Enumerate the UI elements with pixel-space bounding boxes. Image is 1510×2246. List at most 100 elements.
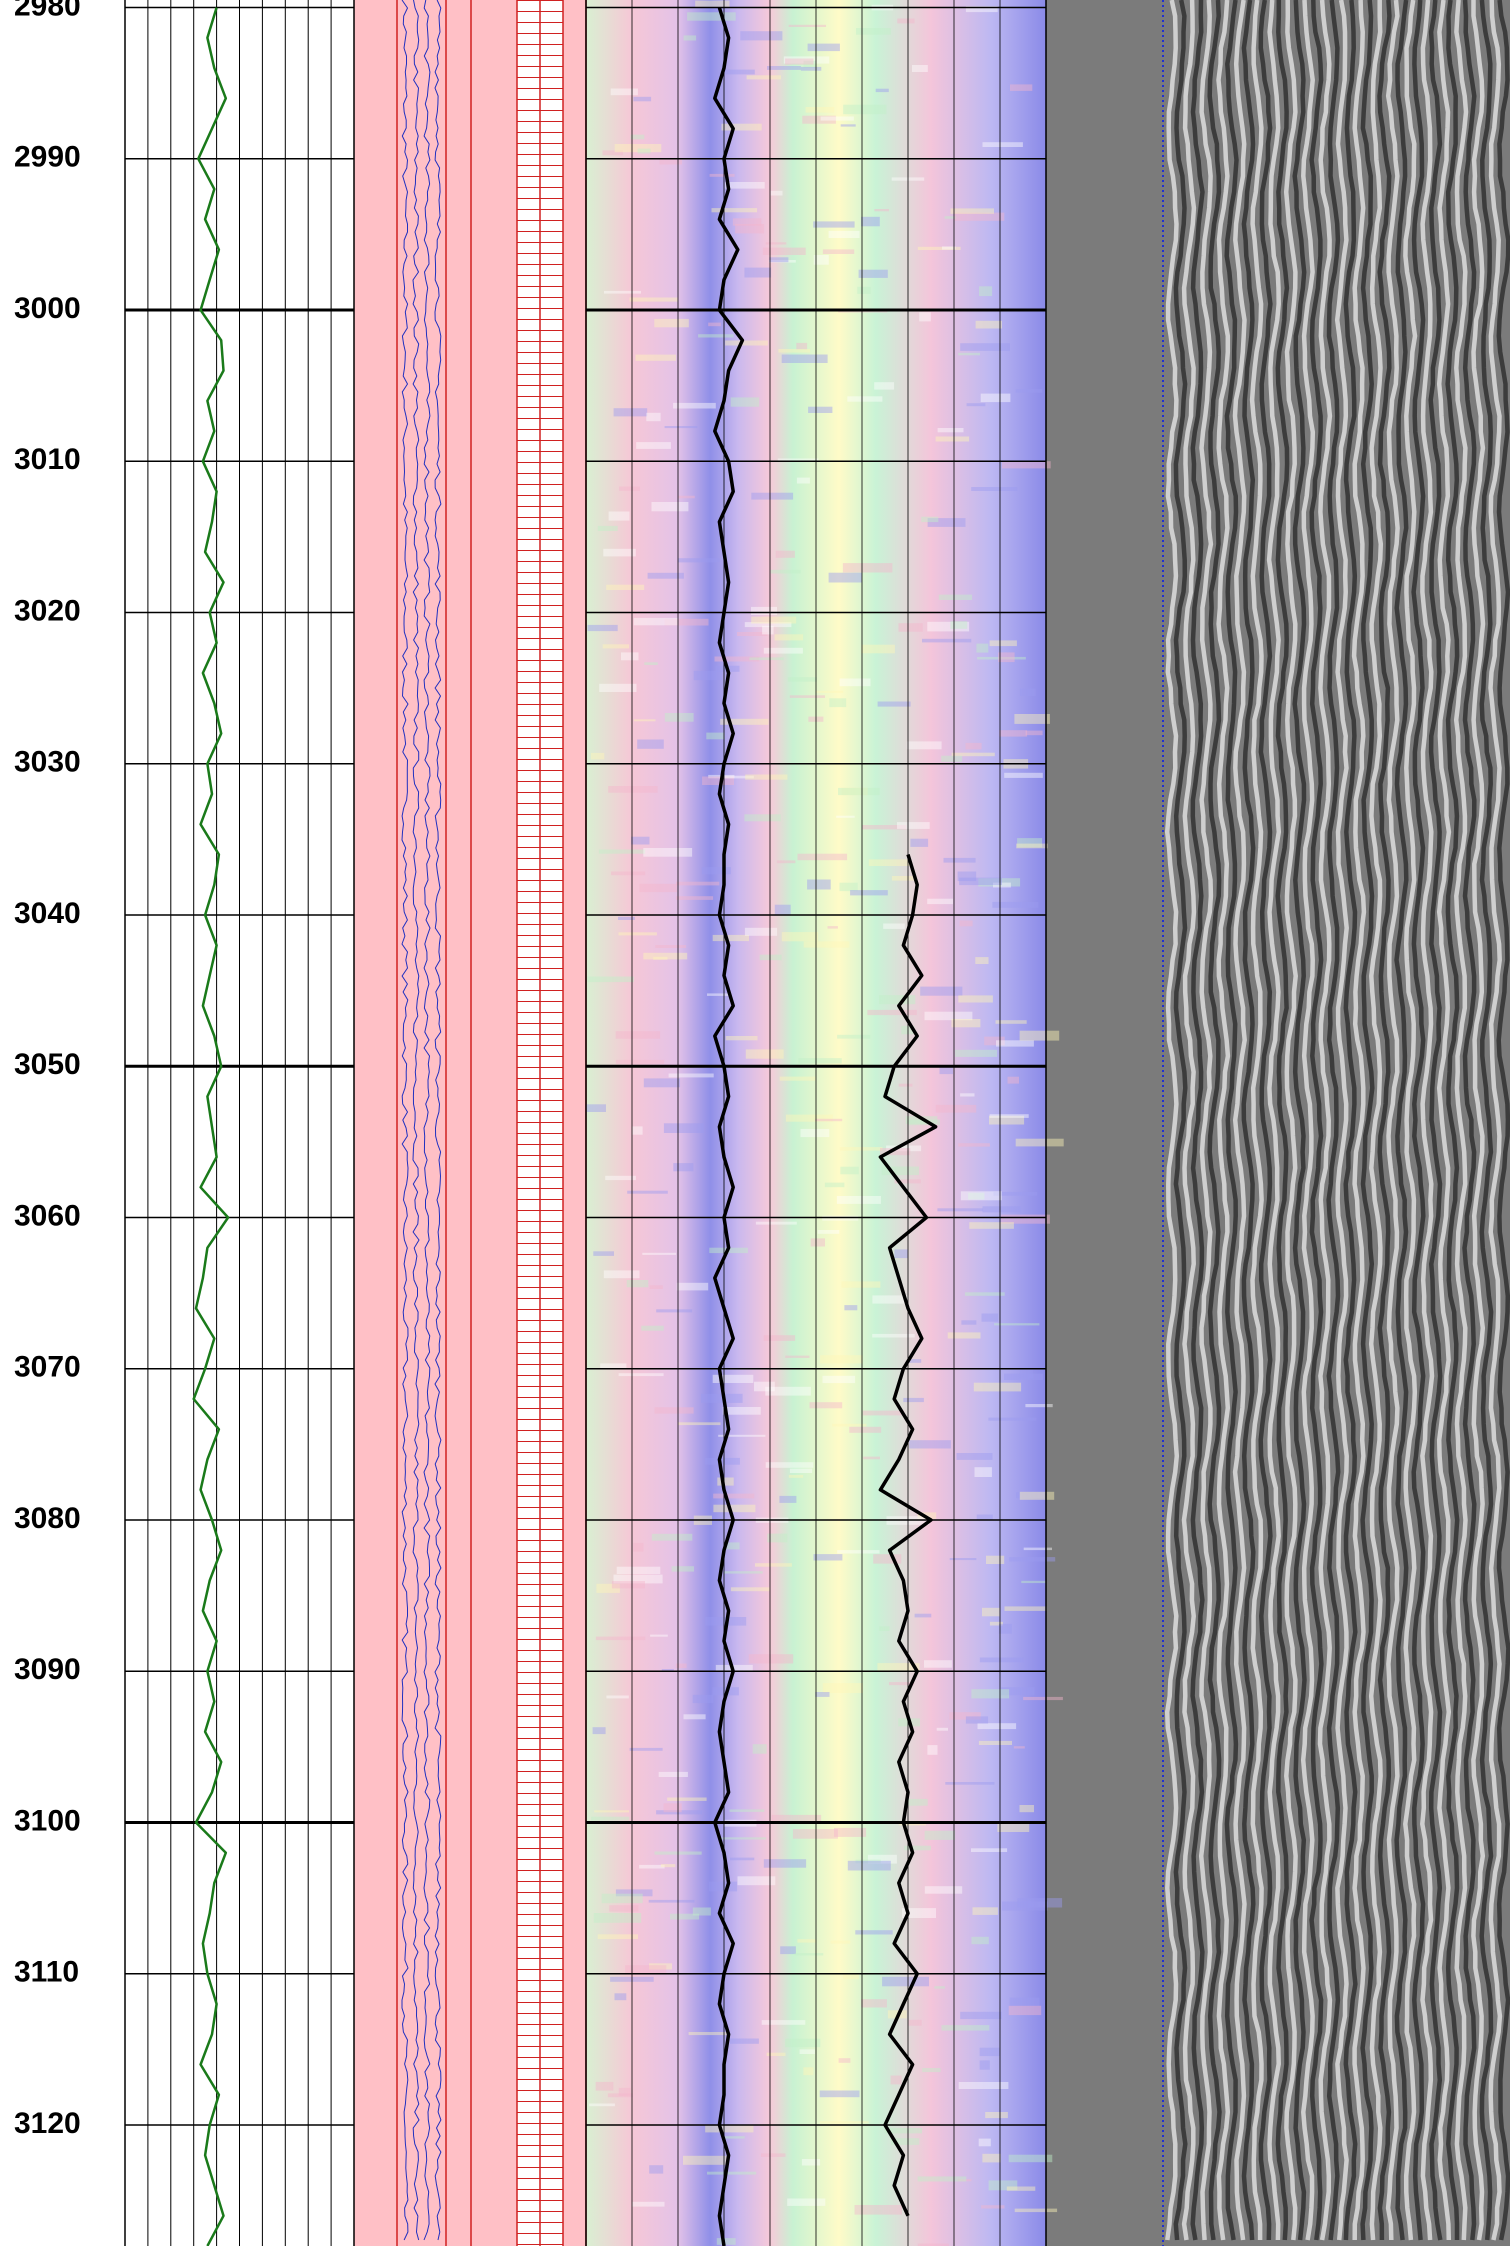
image-texture: [969, 1222, 1014, 1229]
seismic-stripe: [1462, 0, 1477, 2241]
image-texture: [944, 216, 957, 219]
seismic-stripe: [1283, 0, 1298, 2241]
image-texture: [761, 2153, 786, 2157]
image-texture: [800, 66, 822, 71]
image-texture: [755, 1221, 797, 1225]
depth-label: 3010: [14, 443, 81, 476]
image-texture: [830, 1940, 851, 1944]
image-texture: [610, 88, 638, 96]
image-texture: [706, 732, 725, 740]
image-texture: [822, 249, 855, 254]
seismic-stripe: [1479, 0, 1494, 2241]
image-texture: [675, 896, 714, 900]
depth-label: 2980: [14, 0, 81, 22]
image-texture: [978, 2138, 991, 2147]
image-texture: [1000, 1214, 1050, 1224]
image-texture: [891, 876, 916, 881]
depth-label: 3030: [14, 746, 81, 779]
image-texture: [768, 260, 796, 263]
seismic-stripe: [1198, 0, 1214, 2241]
image-texture: [779, 1495, 797, 1503]
image-texture: [656, 1810, 703, 1815]
image-texture: [978, 1740, 1012, 1745]
image-texture: [1014, 714, 1050, 724]
image-texture: [803, 2067, 814, 2076]
image-texture: [593, 1913, 642, 1923]
image-texture: [971, 1848, 1008, 1852]
image-texture: [596, 1583, 620, 1593]
image-texture: [1016, 1492, 1045, 1499]
image-texture: [943, 857, 976, 863]
image-texture: [643, 1078, 681, 1088]
image-texture: [960, 1093, 975, 1097]
image-texture: [1021, 1580, 1046, 1584]
image-texture: [906, 1798, 928, 1806]
image-texture: [605, 1175, 636, 1181]
image-texture: [877, 701, 911, 707]
image-texture: [861, 216, 880, 227]
image-texture: [1017, 838, 1043, 848]
image-texture: [959, 920, 973, 927]
image-texture: [614, 1993, 627, 2001]
image-texture: [979, 1657, 1024, 1663]
image-texture: [717, 1477, 734, 1486]
image-texture: [917, 2243, 949, 2246]
image-texture: [688, 2032, 729, 2036]
image-texture: [630, 134, 645, 140]
image-texture: [968, 1192, 985, 1200]
image-texture: [1001, 1687, 1035, 1696]
image-texture: [1004, 1606, 1047, 1611]
image-texture: [957, 2179, 972, 2182]
image-texture: [973, 1382, 1022, 1392]
image-texture: [654, 1407, 694, 1414]
image-texture: [810, 1238, 825, 1247]
image-texture: [633, 617, 678, 626]
image-texture: [643, 952, 688, 960]
image-texture: [1015, 389, 1043, 393]
seismic-stripe: [1292, 0, 1307, 2241]
image-texture: [649, 2165, 664, 2174]
image-texture: [629, 1747, 663, 1751]
image-texture: [735, 224, 765, 234]
image-texture: [785, 1114, 833, 1122]
image-texture: [776, 860, 796, 864]
image-texture: [938, 594, 973, 600]
image-texture: [965, 6, 998, 13]
image-texture: [788, 1474, 804, 1478]
seismic-stripe: [1300, 0, 1316, 2241]
seismic-stripe: [1317, 0, 1333, 2241]
image-texture: [951, 752, 995, 757]
image-texture: [924, 1830, 956, 1840]
image-texture: [873, 1554, 902, 1564]
image-texture: [988, 1417, 1037, 1421]
image-texture: [981, 2205, 1005, 2209]
image-texture: [774, 904, 791, 915]
image-texture: [785, 58, 814, 65]
depth-label: 3110: [14, 1956, 79, 1989]
image-texture: [828, 572, 862, 583]
image-texture: [941, 2025, 990, 2031]
image-texture: [998, 1623, 1012, 1634]
image-texture: [654, 318, 689, 328]
image-texture: [822, 1683, 863, 1693]
image-texture: [914, 1613, 932, 1618]
image-texture: [707, 2171, 757, 2175]
image-texture: [763, 1859, 807, 1868]
image-texture: [863, 1456, 880, 1460]
image-texture: [862, 825, 907, 830]
image-texture: [745, 774, 788, 780]
image-texture: [766, 2052, 786, 2056]
image-texture: [602, 150, 624, 156]
image-texture: [663, 1123, 704, 1133]
image-texture: [653, 956, 668, 960]
image-texture: [939, 1067, 953, 1075]
image-texture: [841, 1281, 881, 1288]
image-texture: [713, 1504, 756, 1513]
image-texture: [840, 124, 856, 127]
image-texture: [981, 1313, 999, 1322]
waveform: [412, 0, 420, 2241]
image-texture: [817, 1230, 840, 1234]
image-texture: [965, 1716, 989, 1724]
image-texture: [781, 354, 828, 363]
depth-label: 3000: [14, 292, 81, 325]
